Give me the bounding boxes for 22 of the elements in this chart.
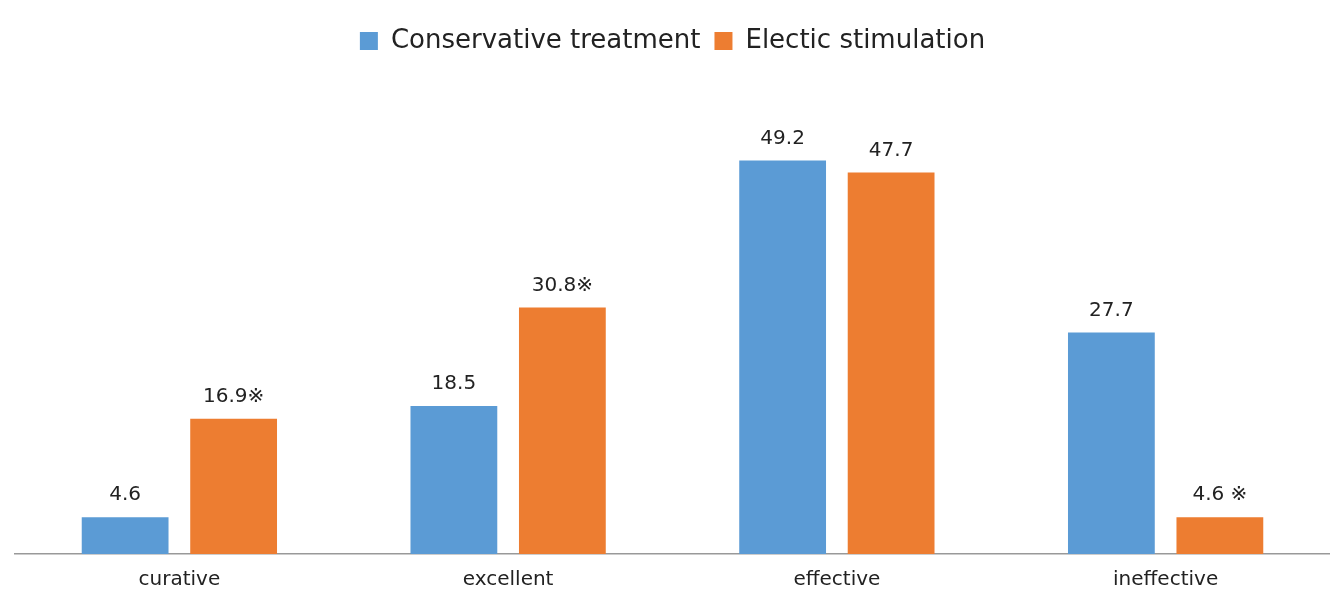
data-label: 4.6 (109, 481, 142, 506)
data-label: 30.8※ (531, 271, 594, 296)
bar (739, 160, 827, 554)
bar (1176, 517, 1264, 554)
x-tick-label: effective (793, 566, 881, 591)
bar (410, 406, 498, 554)
bar (1067, 332, 1155, 554)
data-label: 49.2 (760, 124, 805, 149)
data-label: 4.6 ※ (1192, 481, 1248, 506)
legend-label: Conservative treatment (390, 23, 701, 54)
bar (81, 517, 169, 554)
x-tick-label: ineffective (1113, 566, 1219, 591)
data-label: 18.5 (431, 370, 477, 395)
bar (847, 172, 935, 554)
data-label: 27.7 (1089, 296, 1134, 321)
data-label: 16.9※ (202, 383, 265, 407)
x-tick-label: curative (138, 566, 221, 591)
bar (518, 307, 606, 554)
data-label: 47.7 (868, 136, 914, 161)
legend-label: Electic stimulation (745, 23, 986, 54)
x-tick-label: excellent (462, 566, 554, 591)
bar (190, 418, 278, 554)
